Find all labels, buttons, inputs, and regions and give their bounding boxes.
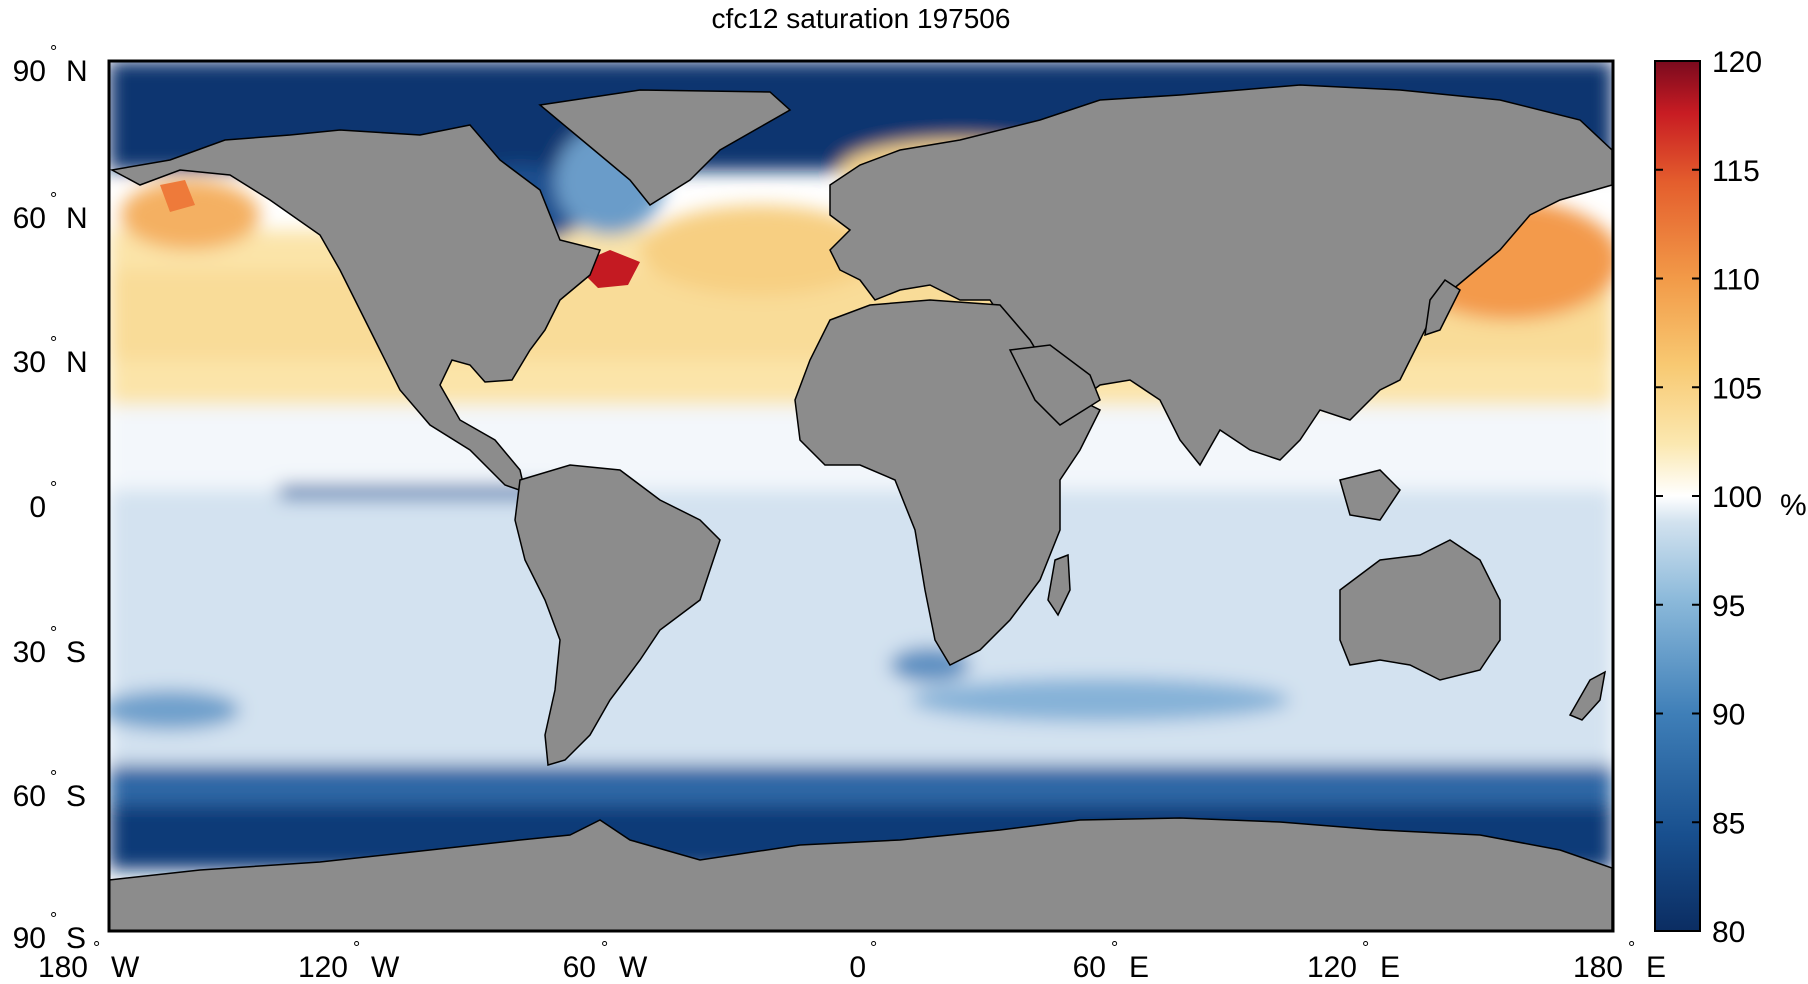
latitude-axis: 90 ° N 60 ° N 30 ° N 0 ° 30 ° S 60 ° S 9… <box>13 42 88 955</box>
degree-mark: ° <box>50 623 57 643</box>
degree-mark: ° <box>870 938 877 958</box>
lon-tick-label: 60 <box>563 951 596 984</box>
lat-tick-hemisphere: N <box>66 346 88 379</box>
lat-tick-label: 30 <box>13 636 46 669</box>
map-title: cfc12 saturation 197506 <box>712 3 1011 34</box>
colorbar-tick-label: 85 <box>1712 807 1745 840</box>
degree-mark: ° <box>50 189 57 209</box>
colorbar-tick-label: 95 <box>1712 590 1745 623</box>
degree-mark: ° <box>50 478 57 498</box>
maritime-continent <box>1339 469 1401 521</box>
new-zealand <box>1568 670 1607 721</box>
lat-tick-label: 60 <box>13 202 46 235</box>
lon-tick-hemisphere: W <box>111 951 140 984</box>
lon-tick-label: 120 <box>1307 951 1357 984</box>
australia <box>1339 539 1501 681</box>
colorbar-tick-label: 105 <box>1712 372 1762 405</box>
degree-mark: ° <box>1362 938 1369 958</box>
colorbar-tick-label: 90 <box>1712 699 1745 732</box>
lon-tick-hemisphere: E <box>1380 951 1400 984</box>
arabian-peninsula <box>1008 344 1101 426</box>
lat-tick-label: 90 <box>13 922 46 955</box>
colorbar-tick-label: 120 <box>1712 46 1762 79</box>
lat-tick-hemisphere: S <box>66 780 86 813</box>
south-america <box>514 464 721 766</box>
land-masses <box>109 84 1613 931</box>
map-panel <box>109 61 1613 931</box>
north-america <box>109 124 602 494</box>
lat-tick-label: 30 <box>13 346 46 379</box>
colorbar-tick-label: 100 <box>1712 481 1762 514</box>
map-frame <box>107 59 1615 933</box>
lat-tick-hemisphere: N <box>66 55 88 88</box>
colorbar: 80 85 90 95 100 105 110 115 120 % <box>1654 46 1807 949</box>
lon-tick-hemisphere: E <box>1129 951 1149 984</box>
degree-mark: ° <box>93 938 100 958</box>
lat-tick-label: 0 <box>29 491 46 524</box>
eurasia <box>829 84 1613 467</box>
lon-tick-label: 60 <box>1073 951 1106 984</box>
lon-tick-label: 180 <box>38 951 88 984</box>
colorbar-ticks: 80 85 90 95 100 105 110 115 120 <box>1655 46 1762 949</box>
degree-mark: ° <box>353 938 360 958</box>
colorbar-unit: % <box>1780 489 1807 522</box>
colorbar-tick-label: 80 <box>1712 916 1745 949</box>
lat-tick-label: 90 <box>13 55 46 88</box>
lon-tick-hemisphere: W <box>619 951 648 984</box>
lat-tick-hemisphere: S <box>66 636 86 669</box>
degree-mark: ° <box>50 42 57 62</box>
greenland <box>538 89 792 206</box>
lon-tick-hemisphere: E <box>1646 951 1666 984</box>
lon-tick-hemisphere: W <box>371 951 400 984</box>
lon-tick-label: 0 <box>849 951 866 984</box>
degree-mark: ° <box>50 909 57 929</box>
lon-tick-label: 180 <box>1573 951 1623 984</box>
colorbar-tick-label: 115 <box>1712 155 1760 188</box>
degree-mark: ° <box>1111 938 1118 958</box>
japan <box>1424 278 1461 337</box>
degree-mark: ° <box>1628 938 1635 958</box>
degree-mark: ° <box>50 333 57 353</box>
degree-mark: ° <box>50 767 57 787</box>
lat-tick-hemisphere: S <box>66 922 86 955</box>
lat-tick-label: 60 <box>13 780 46 813</box>
madagascar <box>1047 553 1071 617</box>
africa <box>794 299 1102 666</box>
lat-tick-hemisphere: N <box>66 202 88 235</box>
lon-tick-label: 120 <box>298 951 348 984</box>
colorbar-tick-label: 110 <box>1712 264 1760 297</box>
longitude-axis: 180 ° W 120 ° W 60 ° W 0 ° 60 ° E 120 ° … <box>38 938 1666 984</box>
antarctica <box>109 817 1613 931</box>
degree-mark: ° <box>601 938 608 958</box>
